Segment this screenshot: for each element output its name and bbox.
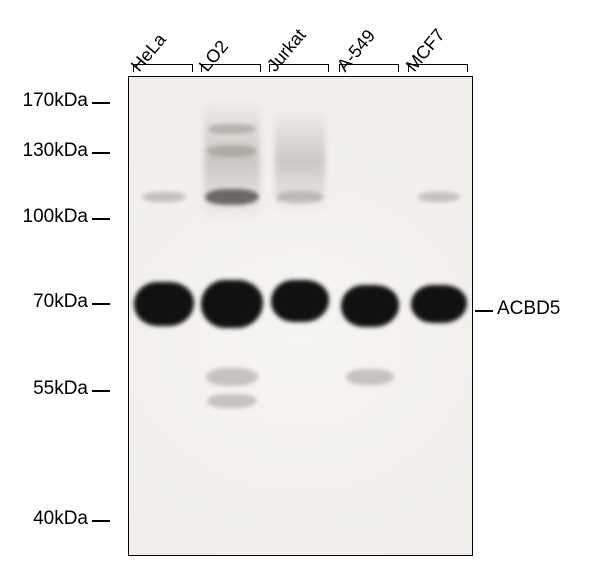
blot-band bbox=[418, 192, 460, 202]
mw-tick bbox=[92, 520, 110, 522]
blot-band bbox=[206, 368, 258, 386]
target-tick bbox=[475, 310, 493, 312]
blot-band bbox=[201, 280, 263, 328]
blot-band bbox=[208, 124, 256, 134]
blot-background bbox=[129, 77, 472, 555]
blot-band bbox=[207, 145, 257, 157]
mw-tick bbox=[92, 390, 110, 392]
blot-band bbox=[276, 191, 324, 203]
blot-band bbox=[271, 280, 329, 322]
blot-band bbox=[134, 282, 194, 326]
mw-tick bbox=[92, 152, 110, 154]
mw-label: 170kDa bbox=[8, 90, 88, 112]
blot-band bbox=[207, 394, 257, 408]
blot-membrane bbox=[128, 76, 473, 556]
mw-tick bbox=[92, 303, 110, 305]
blot-band bbox=[346, 369, 394, 385]
blot-band bbox=[341, 285, 399, 327]
mw-label: 130kDa bbox=[8, 140, 88, 162]
mw-tick bbox=[92, 218, 110, 220]
blot-band bbox=[142, 192, 186, 202]
target-label: ACBD5 bbox=[497, 298, 560, 320]
western-blot-figure: HeLaLO2JurkatA-549MCF7 170kDa130kDa100kD… bbox=[0, 0, 590, 575]
mw-tick bbox=[92, 102, 110, 104]
mw-label: 100kDa bbox=[8, 206, 88, 228]
mw-label: 70kDa bbox=[8, 291, 88, 313]
mw-label: 40kDa bbox=[8, 508, 88, 530]
mw-label: 55kDa bbox=[8, 378, 88, 400]
blot-band bbox=[411, 285, 467, 323]
blot-band bbox=[205, 189, 259, 205]
